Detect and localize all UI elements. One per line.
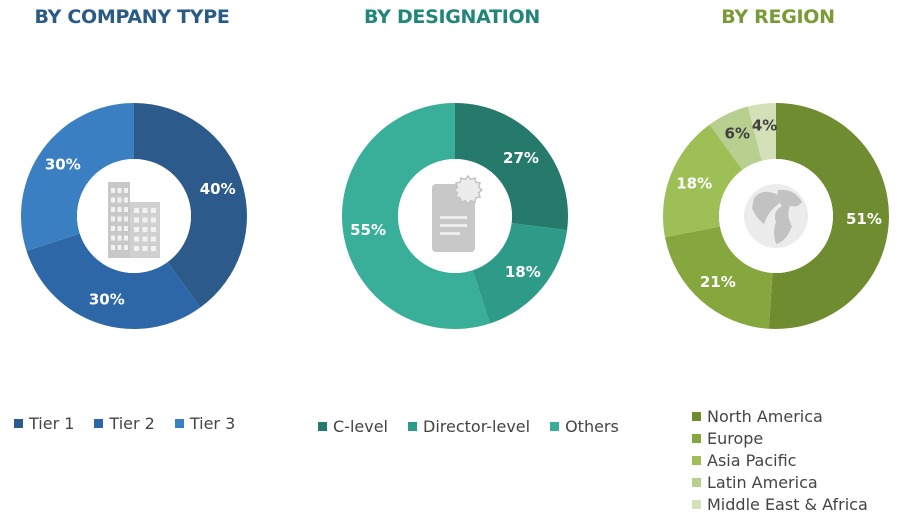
legend-label: Director-level bbox=[423, 417, 531, 436]
slice-middle-east-africa bbox=[747, 103, 776, 161]
data-label-middle-east-africa: 4% bbox=[752, 117, 777, 135]
legend-swatch bbox=[550, 422, 560, 431]
data-label-tier-1: 40% bbox=[200, 180, 236, 198]
legend-swatch bbox=[692, 433, 701, 443]
data-label-director-level: 18% bbox=[505, 263, 541, 281]
legend-label: Others bbox=[565, 417, 619, 436]
legend-swatch bbox=[692, 477, 701, 487]
slice-tier-1 bbox=[134, 103, 248, 308]
data-label-europe: 21% bbox=[700, 273, 736, 291]
legend-swatch bbox=[14, 419, 23, 428]
legend-label: North America bbox=[707, 406, 823, 426]
data-label-tier-3: 30% bbox=[45, 155, 81, 173]
legend-label: C-level bbox=[333, 417, 388, 436]
certificate-document-icon bbox=[432, 174, 484, 252]
legend-designation: C-level Director-level Others bbox=[318, 417, 633, 436]
slice-others bbox=[342, 103, 490, 329]
legend-label: Tier 1 bbox=[29, 414, 75, 433]
legend-swatch bbox=[408, 422, 417, 431]
slice-c-level bbox=[455, 103, 569, 231]
legend-label: Europe bbox=[707, 428, 764, 448]
data-label-latin-america: 6% bbox=[725, 125, 750, 143]
slice-latin-america bbox=[709, 106, 762, 170]
slice-tier-2 bbox=[26, 233, 201, 330]
legend-item-tier-2: Tier 2 bbox=[94, 414, 155, 433]
legend-item-c-level: C-level bbox=[318, 417, 388, 436]
legend-swatch bbox=[692, 455, 701, 465]
legend-item-asia-pacific: Asia Pacific bbox=[692, 449, 868, 471]
legend-label: Middle East & Africa bbox=[707, 494, 868, 514]
data-label-others: 55% bbox=[350, 221, 386, 239]
building-icon bbox=[108, 182, 160, 258]
slice-asia-pacific bbox=[662, 124, 743, 238]
legend-swatch bbox=[692, 499, 701, 509]
legend-item-middle-east-africa: Middle East & Africa bbox=[692, 493, 868, 515]
legend-swatch bbox=[692, 411, 701, 421]
legend-item-director-level: Director-level bbox=[408, 417, 530, 436]
donut-chart-company-type: 40% 30% 30% bbox=[20, 103, 248, 330]
slice-tier-3 bbox=[20, 103, 135, 251]
legend-item-europe: Europe bbox=[692, 427, 868, 449]
data-label-asia-pacific: 18% bbox=[676, 175, 712, 193]
chart-title-company-type: BY COMPANY TYPE bbox=[34, 6, 230, 28]
legend-company-type: Tier 1 Tier 2 Tier 3 bbox=[14, 414, 249, 433]
legend-label: Latin America bbox=[707, 472, 818, 492]
legend-swatch bbox=[318, 422, 327, 431]
slice-north-america bbox=[768, 103, 889, 329]
legend-label: Tier 2 bbox=[109, 414, 155, 433]
legend-item-north-america: North America bbox=[692, 405, 868, 427]
donut-chart-designation: 27% 18% 55% bbox=[342, 103, 569, 329]
data-label-north-america: 51% bbox=[846, 210, 882, 228]
globe-icon bbox=[744, 184, 808, 248]
legend-item-tier-1: Tier 1 bbox=[14, 414, 74, 433]
slice-europe bbox=[665, 226, 773, 329]
data-label-c-level: 27% bbox=[503, 149, 539, 167]
chart-title-designation: BY DESIGNATION bbox=[364, 6, 540, 28]
slice-director-level bbox=[472, 223, 568, 324]
legend-item-latin-america: Latin America bbox=[692, 471, 868, 493]
legend-swatch bbox=[94, 419, 104, 428]
legend-item-tier-3: Tier 3 bbox=[174, 414, 236, 433]
legend-label: Asia Pacific bbox=[707, 450, 797, 470]
donut-chart-region: 51% 21% 18% 6% 4% bbox=[662, 103, 889, 329]
legend-item-others: Others bbox=[550, 417, 619, 436]
legend-label: Tier 3 bbox=[189, 414, 236, 433]
data-label-tier-2: 30% bbox=[89, 291, 125, 309]
chart-title-region: BY REGION bbox=[721, 6, 835, 28]
legend-swatch bbox=[174, 419, 184, 428]
legend-region: North America Europe Asia Pacific Latin Ame… bbox=[692, 405, 882, 515]
